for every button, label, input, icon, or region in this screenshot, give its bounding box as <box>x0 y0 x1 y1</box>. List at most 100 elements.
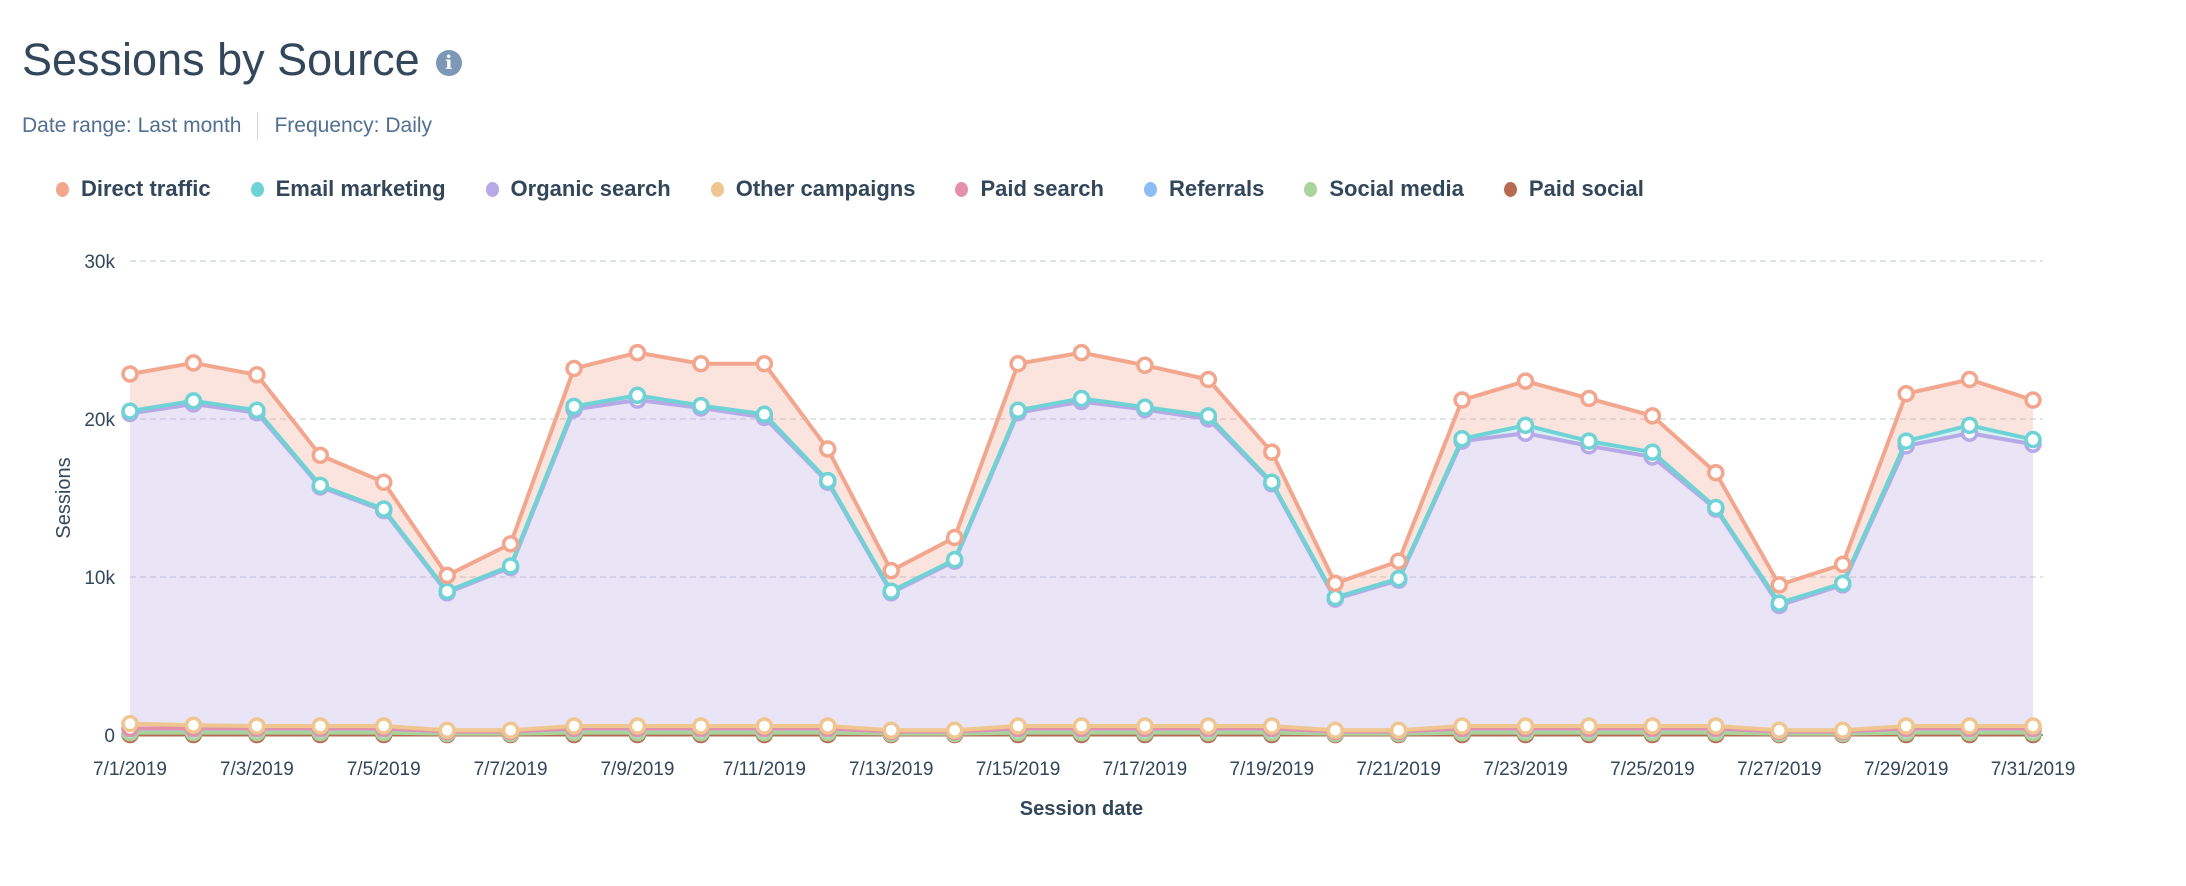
x-tick-label: 7/23/2019 <box>1483 759 1568 780</box>
point-direct-traffic <box>248 366 266 384</box>
x-axis-title: Session date <box>1020 798 1143 820</box>
x-tick-label: 7/27/2019 <box>1737 759 1822 780</box>
point-email-marketing <box>121 402 139 420</box>
legend-item[interactable]: Referrals <box>1143 176 1264 202</box>
x-tick-label: 7/5/2019 <box>347 759 421 780</box>
point-email-marketing <box>565 397 583 416</box>
x-tick-label: 7/21/2019 <box>1356 759 1441 780</box>
divider <box>257 112 259 140</box>
x-tick-label: 7/31/2019 <box>1991 759 2076 780</box>
legend-item[interactable]: Organic search <box>485 176 671 202</box>
point-email-marketing <box>501 557 520 575</box>
point-other-campaigns <box>374 717 393 735</box>
point-email-marketing <box>248 401 266 420</box>
point-direct-traffic <box>1453 391 1471 409</box>
legend-dot-icon <box>1503 181 1517 197</box>
legend-label: Paid social <box>1528 176 1644 201</box>
date-range-filter[interactable]: Date range: Last month <box>22 114 242 137</box>
point-other-campaigns <box>1580 717 1598 735</box>
legend-dot-icon <box>955 181 969 197</box>
legend-item[interactable]: Paid social <box>1503 176 1644 202</box>
legend: Direct traffic Email marketing Organic sea… <box>56 176 1684 202</box>
point-other-campaigns <box>755 717 774 735</box>
legend-item[interactable]: Direct traffic <box>56 176 211 202</box>
point-direct-traffic <box>1389 552 1408 570</box>
point-email-marketing <box>1897 432 1915 450</box>
point-email-marketing <box>1643 443 1662 461</box>
point-other-campaigns <box>1960 717 1979 735</box>
x-tick-label: 7/11/2019 <box>723 759 806 780</box>
point-direct-traffic <box>565 359 583 378</box>
point-email-marketing <box>819 471 837 490</box>
point-other-campaigns <box>692 717 710 735</box>
legend-item[interactable]: Email marketing <box>250 176 446 202</box>
point-email-marketing <box>1009 401 1027 420</box>
legend-dot-icon <box>1304 181 1318 197</box>
y-axis-title: Sessions <box>53 457 75 538</box>
point-email-marketing <box>1072 389 1091 408</box>
legend-item[interactable]: Social media <box>1304 176 1464 202</box>
point-email-marketing <box>1833 574 1852 593</box>
point-email-marketing <box>184 392 203 410</box>
point-email-marketing <box>628 386 647 405</box>
legend-label: Direct traffic <box>81 176 211 201</box>
y-tick-label: 30k <box>84 252 115 273</box>
point-direct-traffic <box>755 354 774 373</box>
legend-item[interactable]: Paid search <box>955 176 1104 202</box>
x-tick-label: 7/3/2019 <box>220 759 294 780</box>
point-direct-traffic <box>1072 343 1091 362</box>
point-other-campaigns <box>1072 717 1091 735</box>
legend-label: Organic search <box>510 176 671 201</box>
legend-label: Other campaigns <box>735 176 916 201</box>
legend-dot-icon <box>250 181 264 197</box>
point-direct-traffic <box>1960 370 1979 389</box>
point-email-marketing <box>882 582 900 600</box>
legend-dot-icon <box>1143 181 1157 197</box>
point-direct-traffic <box>1897 384 1915 403</box>
chart-title-text: Sessions by Source <box>22 34 420 85</box>
legend-item[interactable]: Other campaigns <box>710 176 916 202</box>
legend-label: Email marketing <box>275 176 446 201</box>
point-direct-traffic <box>1580 389 1598 408</box>
x-tick-label: 7/25/2019 <box>1610 759 1695 780</box>
legend-label: Social media <box>1329 176 1464 201</box>
point-other-campaigns <box>501 721 520 740</box>
point-other-campaigns <box>1516 717 1535 735</box>
point-direct-traffic <box>1136 356 1154 375</box>
point-direct-traffic <box>1833 555 1852 574</box>
point-direct-traffic <box>1770 576 1789 594</box>
x-tick-label: 7/7/2019 <box>474 759 548 780</box>
point-direct-traffic <box>1326 574 1344 593</box>
point-direct-traffic <box>1643 407 1662 425</box>
point-direct-traffic <box>945 528 964 547</box>
point-email-marketing <box>1199 407 1218 425</box>
point-email-marketing <box>1453 430 1471 448</box>
point-other-campaigns <box>945 721 964 740</box>
point-other-campaigns <box>184 716 203 734</box>
x-tick-label: 7/1/2019 <box>93 759 167 780</box>
point-email-marketing <box>1326 588 1344 607</box>
point-other-campaigns <box>1897 717 1915 735</box>
point-other-campaigns <box>121 714 139 733</box>
point-email-marketing <box>1960 416 1979 435</box>
point-other-campaigns <box>248 717 266 735</box>
point-other-campaigns <box>1770 721 1789 740</box>
x-tick-label: 7/29/2019 <box>1864 759 1949 780</box>
point-email-marketing <box>311 476 330 495</box>
point-other-campaigns <box>2024 717 2042 735</box>
legend-dot-icon <box>710 181 724 197</box>
frequency-filter[interactable]: Frequency: Daily <box>274 114 433 137</box>
point-direct-traffic <box>1516 372 1535 390</box>
point-other-campaigns <box>1263 717 1281 735</box>
point-email-marketing <box>1707 498 1725 517</box>
info-icon[interactable]: i <box>435 50 462 76</box>
point-email-marketing <box>755 405 774 424</box>
legend-dot-icon <box>56 181 69 197</box>
point-email-marketing <box>1770 594 1789 612</box>
y-tick-label: 20k <box>84 410 115 431</box>
point-email-marketing <box>438 582 456 600</box>
point-direct-traffic <box>2024 391 2042 409</box>
point-other-campaigns <box>1707 717 1725 735</box>
point-email-marketing <box>2024 430 2042 449</box>
point-direct-traffic <box>628 343 647 362</box>
